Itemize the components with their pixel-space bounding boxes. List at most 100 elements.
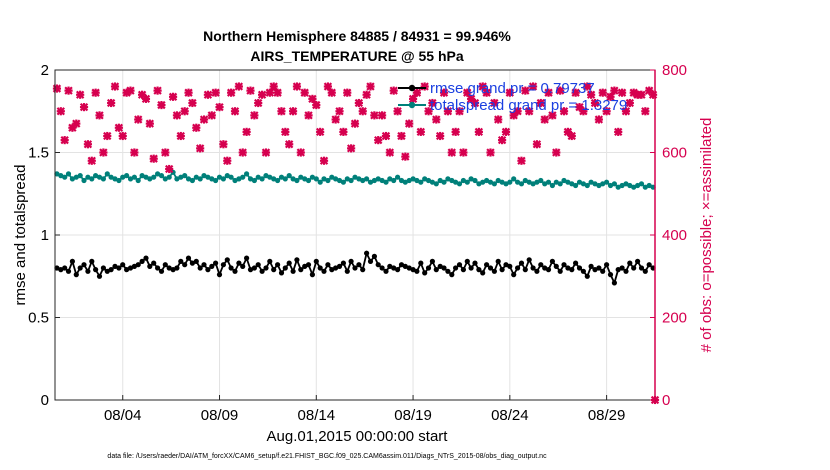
data-point-rmse: [143, 255, 149, 261]
data-point-rmse: [414, 268, 420, 274]
data-point-spread: [468, 176, 474, 182]
y-left-tick-label: 1: [41, 227, 49, 244]
data-point-spread: [166, 174, 172, 180]
data-point-spread: [333, 176, 339, 182]
data-point-rmse: [236, 260, 242, 266]
data-point-spread: [391, 177, 397, 184]
data-point-obs: [64, 86, 73, 95]
data-point-obs: [370, 111, 379, 120]
data-point-obs: [525, 107, 534, 116]
data-point-obs: [614, 127, 623, 137]
data-point-rmse: [174, 265, 180, 271]
data-point-rmse: [155, 265, 161, 271]
data-point-spread: [305, 177, 312, 184]
data-point-obs: [292, 82, 302, 91]
data-point-obs: [114, 123, 124, 132]
data-point-rmse: [100, 265, 106, 271]
data-point-rmse: [69, 258, 75, 264]
data-point-obs: [377, 111, 387, 120]
data-point-rmse: [193, 258, 199, 264]
data-point-rmse: [340, 260, 346, 266]
data-point-obs: [451, 127, 460, 137]
x-tick-label: 08/04: [104, 407, 142, 424]
data-point-obs: [118, 131, 127, 141]
data-point-obs: [362, 90, 371, 99]
data-point-rmse: [584, 273, 590, 279]
data-point-obs: [95, 111, 104, 120]
data-point-spread: [429, 179, 435, 185]
data-point-obs: [405, 119, 414, 128]
data-point-obs: [602, 107, 611, 116]
data-point-rmse: [604, 262, 610, 268]
data-point-obs: [331, 115, 340, 124]
data-point-spread: [336, 177, 343, 184]
data-point-rmse: [538, 262, 544, 268]
data-point-rmse: [491, 268, 497, 274]
data-point-spread: [635, 182, 641, 189]
data-point-spread: [201, 173, 207, 179]
data-point-obs: [528, 82, 538, 91]
data-point-obs: [447, 148, 456, 157]
data-point-spread: [607, 182, 614, 189]
data-point-obs: [540, 115, 549, 124]
data-point-obs: [72, 119, 81, 128]
data-point-rmse: [406, 265, 412, 271]
data-point-rmse: [220, 262, 226, 268]
data-point-spread: [178, 174, 184, 180]
data-point-rmse: [383, 268, 389, 274]
data-point-obs: [482, 88, 491, 97]
data-point-rmse: [139, 258, 145, 264]
data-point-spread: [294, 177, 300, 184]
data-point-obs: [637, 90, 646, 99]
data-point-rmse: [433, 267, 439, 273]
data-point-spread: [139, 173, 145, 179]
data-point-spread: [491, 181, 497, 187]
chart-title-line1: Northern Hemisphere 84885 / 84931 = 99.9…: [203, 28, 511, 44]
data-point-rmse: [635, 258, 641, 264]
data-point-rmse: [631, 265, 637, 271]
data-point-spread: [573, 182, 579, 189]
y-right-tick-label: 400: [662, 227, 687, 244]
data-point-spread: [271, 176, 277, 182]
data-point-rmse: [178, 258, 184, 264]
data-point-obs: [304, 111, 313, 120]
data-point-rmse: [135, 262, 141, 268]
legend-label-rmse: rmse grand pr = 0.79737: [430, 80, 595, 97]
data-point-obs: [75, 90, 85, 99]
data-point-spread: [220, 176, 226, 182]
data-point-obs: [60, 135, 69, 145]
data-point-rmse: [511, 272, 517, 278]
data-point-spread: [108, 174, 114, 180]
data-point-spread: [507, 179, 513, 185]
data-point-rmse: [205, 267, 211, 273]
data-point-rmse: [251, 265, 257, 271]
data-point-obs: [571, 88, 580, 97]
data-point-obs: [521, 86, 530, 95]
data-point-spread: [313, 176, 319, 182]
data-point-spread: [298, 174, 304, 180]
data-point-obs: [381, 131, 391, 141]
data-point-rmse: [336, 263, 343, 269]
data-point-spread: [418, 179, 424, 185]
data-point-rmse: [275, 262, 281, 268]
data-point-rmse: [627, 260, 633, 266]
data-point-spread: [379, 177, 385, 184]
data-point-rmse: [476, 267, 482, 273]
data-point-spread: [77, 173, 83, 179]
data-point-rmse: [522, 267, 528, 273]
data-point-spread: [456, 181, 463, 187]
data-point-spread: [565, 179, 571, 185]
data-point-spread: [232, 177, 238, 184]
data-point-spread: [631, 184, 637, 190]
data-point-obs: [416, 127, 425, 137]
data-point-spread: [604, 179, 610, 185]
data-point-rmse: [305, 262, 312, 268]
data-point-rmse: [259, 268, 265, 274]
data-point-rmse: [325, 262, 331, 268]
data-point-spread: [545, 179, 552, 185]
data-point-rmse: [534, 268, 540, 274]
data-point-spread: [162, 176, 168, 182]
data-point-obs: [199, 115, 209, 124]
data-point-obs: [389, 86, 398, 95]
data-point-rmse: [313, 258, 319, 264]
